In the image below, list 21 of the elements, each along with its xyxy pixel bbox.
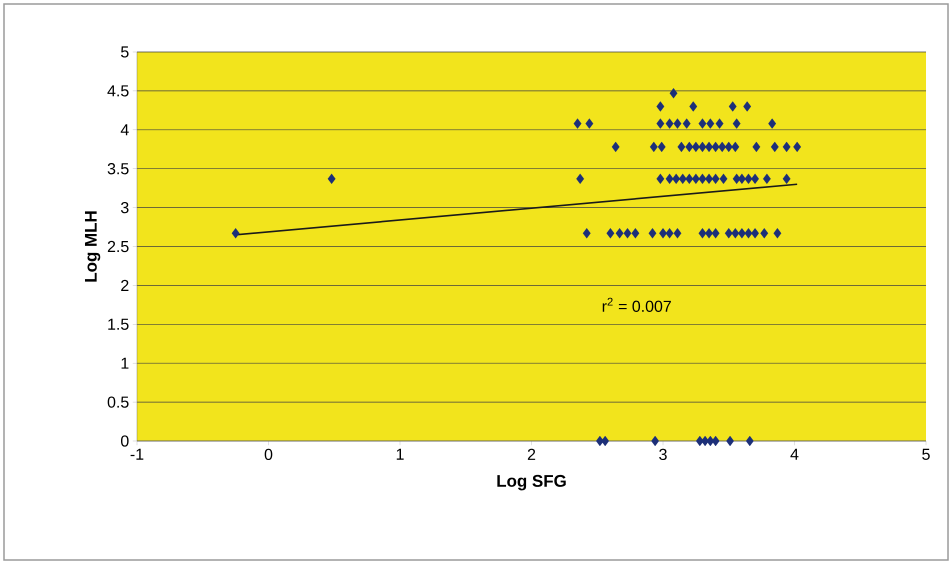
x-tick-label: 2 xyxy=(528,448,536,460)
x-tick-label: 1 xyxy=(396,448,404,460)
y-tick-label: 0.5 xyxy=(108,396,129,408)
y-tick-label: 3 xyxy=(120,202,129,214)
y-tick-label: 3.5 xyxy=(108,163,129,174)
x-tick-label: 0 xyxy=(264,448,272,460)
y-tick-label: 2 xyxy=(121,280,128,291)
y-axis-title: Log MLH xyxy=(84,211,100,282)
y-tick-label: 4.5 xyxy=(107,85,129,96)
y-tick-label: 4 xyxy=(120,124,129,136)
x-tick-label: -1 xyxy=(130,448,144,460)
y-tick-label: 1.5 xyxy=(108,318,129,330)
x-tick-label: 4 xyxy=(790,448,798,460)
x-axis-title: Log SFG xyxy=(497,474,566,490)
annotation: r$^{2}$ = 0.007 xyxy=(602,298,671,312)
x-tick-label: 5 xyxy=(922,448,930,460)
x-tick-label: 3 xyxy=(659,448,667,460)
y-tick-label: 2.5 xyxy=(108,240,129,252)
y-tick-label: 5 xyxy=(121,46,129,58)
y-tick-label: 1 xyxy=(122,358,128,369)
y-tick-label: 0 xyxy=(120,435,129,447)
